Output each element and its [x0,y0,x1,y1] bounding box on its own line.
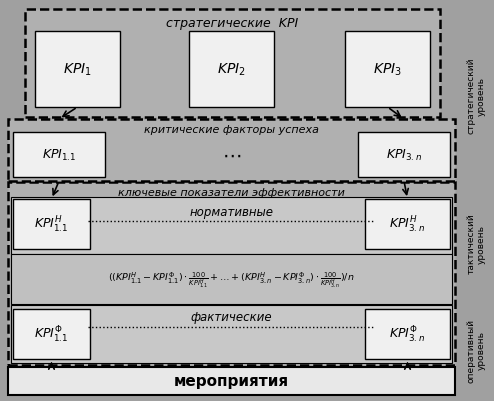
Text: оперативный
уровень: оперативный уровень [466,318,486,382]
Text: $KPI_{3.n}$: $KPI_{3.n}$ [386,148,422,163]
FancyBboxPatch shape [11,305,452,363]
Text: нормативные: нормативные [190,206,274,219]
Text: $KPI_{3.n}^{H}$: $KPI_{3.n}^{H}$ [389,215,426,235]
Text: $KPI_{1.1}^{\Phi}$: $KPI_{1.1}^{\Phi}$ [34,324,69,344]
Text: $KPI_3$: $KPI_3$ [373,62,402,78]
FancyBboxPatch shape [13,309,90,359]
FancyBboxPatch shape [13,200,90,249]
Text: $\cdots$: $\cdots$ [222,146,241,164]
Text: $KPI_{1.1}^{H}$: $KPI_{1.1}^{H}$ [34,215,69,235]
FancyBboxPatch shape [365,200,450,249]
FancyBboxPatch shape [189,32,274,108]
Text: фактические: фактические [191,311,272,324]
FancyBboxPatch shape [365,309,450,359]
Text: ключевые показатели эффективности: ключевые показатели эффективности [118,188,345,198]
FancyBboxPatch shape [8,182,455,365]
Text: $KPI_1$: $KPI_1$ [63,62,92,78]
Text: критические факторы успеха: критические факторы успеха [144,125,319,135]
FancyBboxPatch shape [345,32,430,108]
Text: $KPI_{1.1}$: $KPI_{1.1}$ [42,148,76,163]
Text: $KPI_2$: $KPI_2$ [217,62,246,78]
Text: $((KPI_{1.1}^{H}-KPI_{1.1}^{\Phi})\cdot\frac{100}{KPI_{1.1}^{H}}+\ldots+(KPI_{3.: $((KPI_{1.1}^{H}-KPI_{1.1}^{\Phi})\cdot\… [108,269,355,289]
FancyBboxPatch shape [8,367,455,395]
Text: стратегические  KPI: стратегические KPI [166,18,299,30]
FancyBboxPatch shape [25,10,440,118]
Text: $KPI_{3.n}^{\Phi}$: $KPI_{3.n}^{\Phi}$ [389,324,426,344]
FancyBboxPatch shape [11,254,452,304]
FancyBboxPatch shape [11,198,452,254]
FancyBboxPatch shape [8,120,455,182]
FancyBboxPatch shape [13,133,105,178]
Text: стратегический
уровень: стратегический уровень [466,58,486,134]
FancyBboxPatch shape [35,32,120,108]
Text: тактический
уровень: тактический уровень [466,213,486,274]
Text: мероприятия: мероприятия [174,374,289,389]
FancyBboxPatch shape [358,133,450,178]
